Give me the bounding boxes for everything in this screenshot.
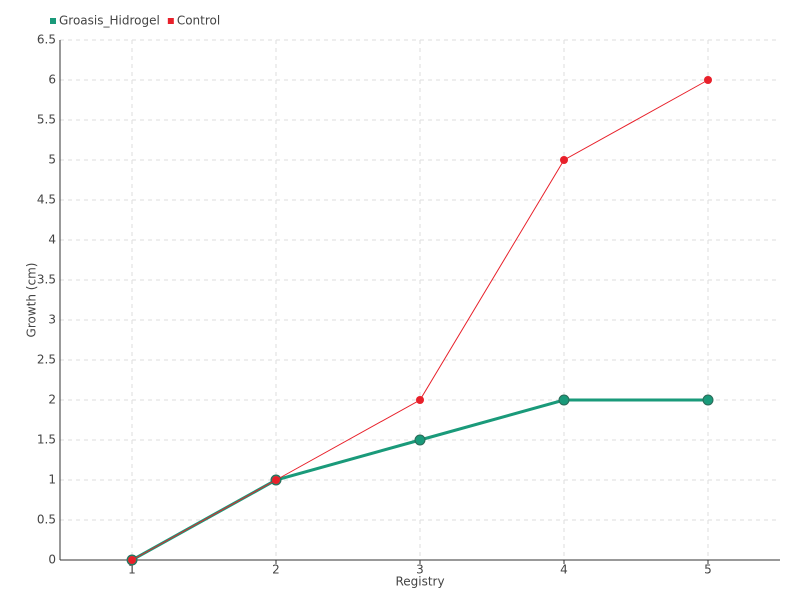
- point: [704, 76, 712, 84]
- y-tick-label: 2.5: [37, 353, 56, 367]
- y-tick-label: 0: [48, 553, 56, 567]
- x-tick-label: 4: [560, 563, 568, 577]
- point: [558, 394, 570, 406]
- legend-label: Groasis_Hidrogel: [59, 14, 160, 28]
- legend-swatch: [167, 18, 174, 24]
- x-axis-label: Registry: [395, 575, 444, 589]
- y-tick-label: 5.5: [37, 113, 56, 127]
- point: [128, 556, 136, 564]
- x-tick-label: 3: [416, 563, 424, 577]
- point: [414, 434, 426, 446]
- y-tick-label: 1: [48, 473, 56, 487]
- x-tick-label: 5: [704, 563, 712, 577]
- y-tick-label: 1.5: [37, 433, 56, 447]
- y-tick-label: 6.5: [37, 33, 56, 47]
- y-axis-label: Growth (cm): [25, 263, 39, 338]
- y-tick-label: 3.5: [37, 273, 56, 287]
- y-tick-label: 0.5: [37, 513, 56, 527]
- y-tick-label: 5: [48, 153, 56, 167]
- y-tick-label: 4.5: [37, 193, 56, 207]
- x-tick-label: 2: [272, 563, 280, 577]
- point: [702, 394, 714, 406]
- legend-label: Control: [177, 14, 220, 28]
- point: [272, 476, 280, 484]
- point: [416, 396, 424, 404]
- y-tick-label: 6: [48, 73, 56, 87]
- point: [560, 156, 568, 164]
- y-tick-label: 4: [48, 233, 56, 247]
- y-tick-label: 3: [48, 313, 56, 327]
- legend-swatch: [50, 18, 56, 24]
- y-tick-label: 2: [48, 393, 56, 407]
- x-tick-label: 1: [128, 563, 136, 577]
